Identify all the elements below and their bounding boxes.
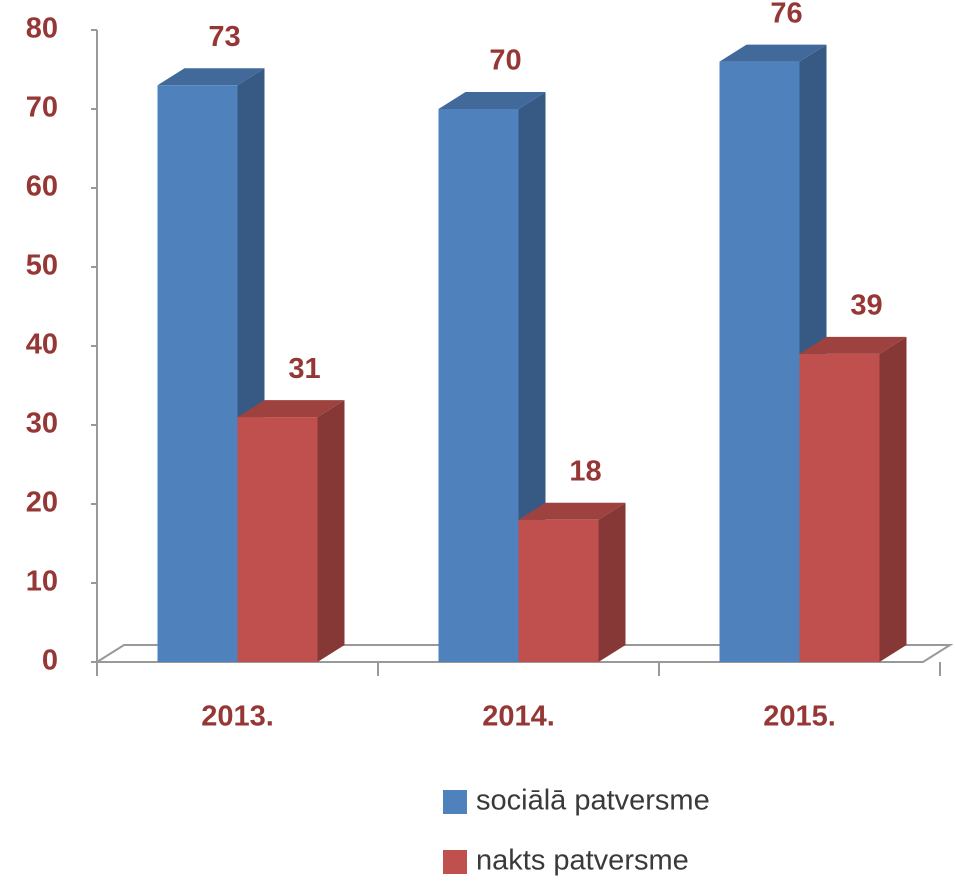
bar-front <box>157 85 238 663</box>
bar-front <box>237 417 318 662</box>
bar <box>719 44 827 663</box>
bar-top <box>799 336 907 354</box>
data-label: 39 <box>850 290 882 322</box>
bar-side <box>879 336 907 662</box>
bar-front <box>438 109 519 662</box>
bar-front <box>719 61 800 663</box>
data-label: 18 <box>569 455 601 487</box>
bar-top <box>438 92 546 109</box>
y-tick-label: 0 <box>42 645 58 677</box>
bar <box>799 336 907 662</box>
y-tick-label: 30 <box>26 408 58 440</box>
bar-top <box>518 502 626 520</box>
bar-top <box>157 68 265 86</box>
y-tick-label: 80 <box>26 13 58 45</box>
legend-swatch <box>443 790 467 814</box>
legend-swatch <box>443 850 467 874</box>
bar-front <box>518 519 599 662</box>
y-tick-label: 50 <box>26 250 58 282</box>
bar <box>518 502 626 662</box>
x-tick-label: 2014. <box>482 701 555 733</box>
y-tick-label: 70 <box>26 92 58 124</box>
legend-label: nakts patversme <box>476 845 689 877</box>
data-label: 70 <box>489 45 521 77</box>
y-tick-label: 40 <box>26 329 58 361</box>
data-label: 31 <box>288 353 320 385</box>
legend-label: sociālā patversme <box>476 785 710 817</box>
bar-top <box>237 400 345 418</box>
data-label: 73 <box>208 21 240 53</box>
x-tick-label: 2015. <box>763 701 836 733</box>
data-label: 76 <box>770 0 802 29</box>
y-tick-label: 20 <box>26 487 58 519</box>
y-tick-label: 10 <box>26 566 58 598</box>
x-tick-label: 2013. <box>201 701 274 733</box>
bar-front <box>799 353 880 662</box>
bar <box>237 400 345 662</box>
y-tick-label: 60 <box>26 171 58 203</box>
bar-side <box>317 400 345 662</box>
bar-top <box>719 44 827 62</box>
bar-side <box>598 502 626 662</box>
